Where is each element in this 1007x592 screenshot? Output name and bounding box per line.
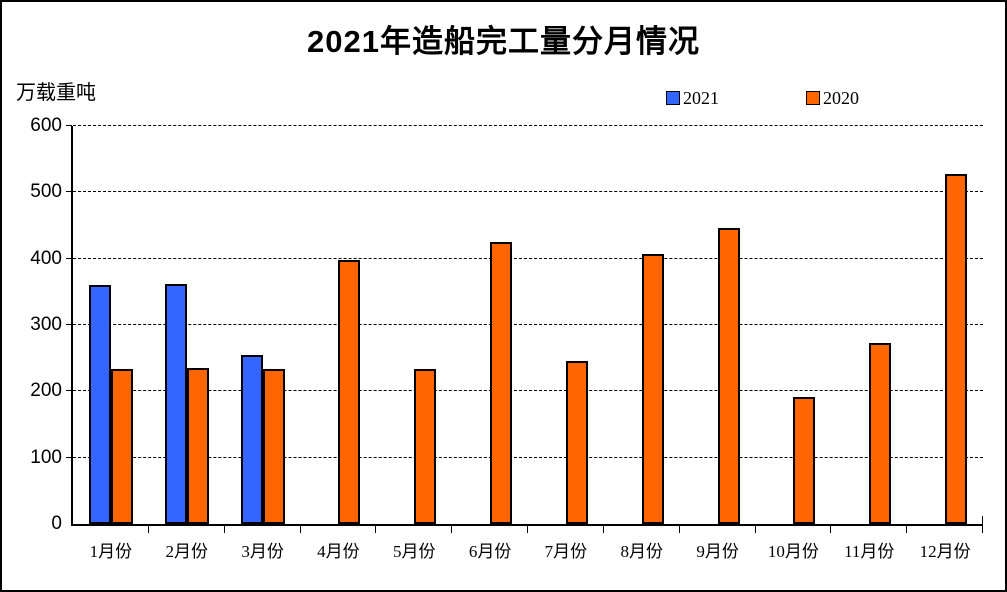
x-tick-label-12月份: 12月份 <box>919 542 971 561</box>
y-axis-tick-200 <box>66 390 72 392</box>
axis-corner-tick <box>982 516 983 524</box>
bar-2020-8月份 <box>641 254 664 524</box>
bar-2020-11月份 <box>869 342 892 524</box>
y-tick-label-400: 400 <box>30 247 62 269</box>
chart-title: 2021年造船完工量分月情况 <box>307 24 700 59</box>
x-axis-line <box>71 524 983 526</box>
bar-2020-5月份 <box>414 368 437 524</box>
x-axis-tick-12 <box>982 526 983 533</box>
y-axis-tick-300 <box>66 324 72 325</box>
bar-2020-10月份 <box>793 396 816 524</box>
x-tick-label-5月份: 5月份 <box>393 542 436 561</box>
bar-2020-12月份 <box>945 173 968 524</box>
x-tick-label-8月份: 8月份 <box>620 542 664 561</box>
legend: 2021 2020 <box>0 88 1007 108</box>
y-axis-tick-600 <box>66 125 72 126</box>
bar-2020-2月份 <box>186 368 209 524</box>
gridline-y-100 <box>73 456 983 458</box>
y-tick-label-0: 0 <box>51 513 62 534</box>
bar-2020-3月份 <box>262 369 285 524</box>
y-axis-tick-100 <box>66 456 72 458</box>
gridline-y-500 <box>73 191 983 193</box>
x-axis-tick-11 <box>906 526 908 533</box>
gridline-y-300 <box>73 324 983 325</box>
x-axis-tick-3 <box>299 526 301 533</box>
x-axis-tick-2 <box>223 526 225 533</box>
y-axis-unit-label: 万载重吨 <box>16 82 96 104</box>
bar-2020-1月份 <box>110 369 133 524</box>
legend-item-2020: 2020 <box>806 88 859 108</box>
x-tick-label-9月份: 9月份 <box>696 542 739 561</box>
legend-swatch-2021 <box>666 91 680 105</box>
y-axis-tick-500 <box>66 191 72 193</box>
legend-label-2020: 2020 <box>823 88 859 108</box>
bar-2021-1月份 <box>88 285 111 524</box>
x-tick-label-4月份: 4月份 <box>317 542 360 561</box>
legend-item-2021: 2021 <box>666 88 719 108</box>
x-axis-tick-10 <box>830 526 832 533</box>
x-axis-tick-9 <box>754 526 756 533</box>
y-axis-line <box>71 126 73 526</box>
gridline-y-600 <box>73 125 983 126</box>
bar-2020-6月份 <box>490 242 513 524</box>
x-tick-label-7月份: 7月份 <box>544 542 588 561</box>
legend-label-2021: 2021 <box>683 88 719 108</box>
x-tick-label-1月份: 1月份 <box>89 542 133 561</box>
bar-2020-9月份 <box>717 228 740 524</box>
x-axis-tick-1 <box>147 526 149 533</box>
x-axis-tick-8 <box>678 526 680 533</box>
x-axis-tick-7 <box>602 526 604 533</box>
x-tick-label-11月份: 11月份 <box>844 542 895 561</box>
y-tick-label-200: 200 <box>30 380 62 402</box>
x-axis-tick-6 <box>527 526 528 533</box>
gridline-y-200 <box>73 390 983 392</box>
bar-2021-2月份 <box>164 283 187 524</box>
bar-2021-3月份 <box>240 354 263 524</box>
gridline-y-400 <box>73 257 983 259</box>
plot-area <box>66 125 983 533</box>
legend-swatch-2020 <box>806 91 820 105</box>
x-axis-tick-5 <box>451 526 453 533</box>
x-tick-label-6月份: 6月份 <box>468 542 512 561</box>
y-axis-tick-400 <box>66 257 72 259</box>
x-tick-label-2月份: 2月份 <box>165 542 209 561</box>
y-tick-label-500: 500 <box>30 181 62 203</box>
y-tick-label-100: 100 <box>30 446 62 468</box>
x-axis-tick-4 <box>375 526 377 533</box>
y-tick-label-300: 300 <box>30 314 62 335</box>
bar-2020-4月份 <box>338 260 361 524</box>
x-tick-label-3月份: 3月份 <box>241 542 284 561</box>
y-tick-label-600: 600 <box>30 115 62 136</box>
x-tick-label-10月份: 10月份 <box>767 542 819 561</box>
bar-2020-7月份 <box>565 361 588 524</box>
